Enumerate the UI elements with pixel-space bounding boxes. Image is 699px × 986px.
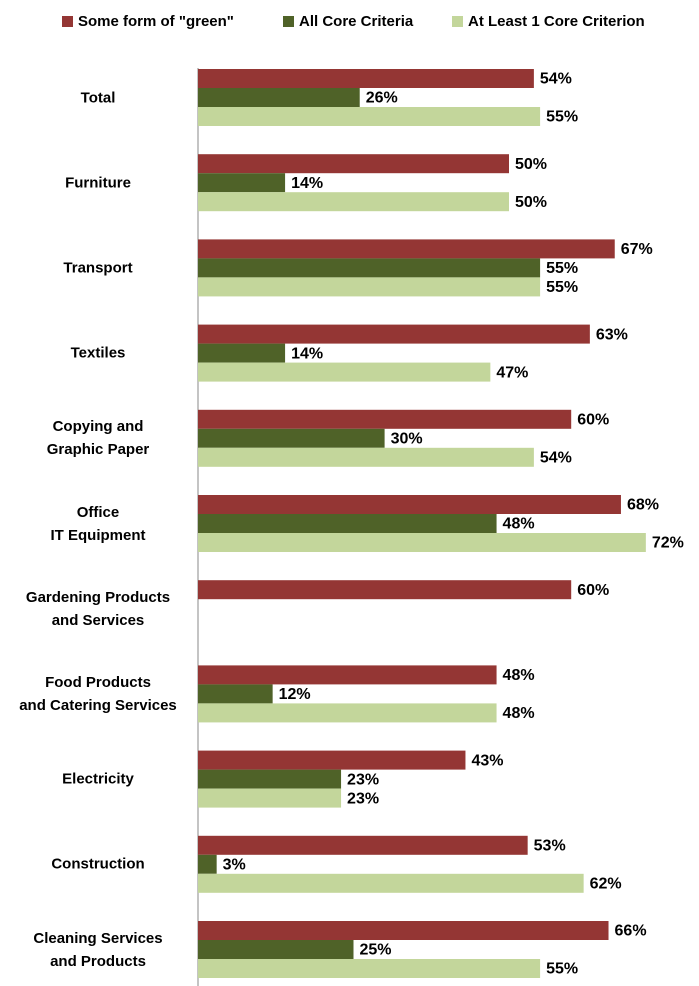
value-label: 60% [577,582,609,599]
value-label: 60% [577,412,609,429]
bar [198,533,646,552]
bar [198,665,497,685]
value-label: 63% [596,326,628,343]
bar [198,362,491,382]
bar [198,192,509,212]
bar [198,684,273,704]
value-label: 72% [652,535,684,552]
value-label: 62% [590,876,622,893]
category-label: Construction [51,855,145,873]
value-label: 12% [279,686,311,703]
bar [198,514,497,533]
bar [198,239,615,259]
legend-label: At Least 1 Core Criterion [468,13,645,30]
bar [198,173,286,193]
bar [198,277,541,297]
legend-label: Some form of "green" [78,13,234,30]
value-label: 50% [515,156,547,173]
bar [198,258,541,278]
category-label: Total [80,89,116,106]
bar [198,580,572,600]
value-label: 50% [515,194,547,211]
value-label: 55% [546,279,578,296]
bar [198,107,541,126]
bar [198,873,584,893]
category-label: Electricity [62,770,134,788]
value-label: 30% [391,431,423,448]
bar [198,409,572,429]
bar [198,154,509,174]
category-label: Office IT Equipment [50,503,146,544]
bar [198,835,528,855]
value-label: 14% [291,175,323,192]
value-label: 47% [496,364,528,381]
legend-label: All Core Criteria [299,13,414,30]
bar [198,88,360,107]
value-label: 54% [540,450,572,467]
value-label: 14% [291,345,323,362]
category-label: Textiles [70,344,126,362]
value-label: 66% [615,923,647,940]
category-label: Copying and Graphic Paper [46,418,150,459]
bar [198,447,534,467]
category-label: Cleaning Services and Products [33,929,163,970]
category-label: Transport [63,259,133,277]
value-label: 26% [366,90,398,107]
value-label: 55% [546,260,578,277]
legend-swatch [452,16,463,27]
bar [198,428,385,448]
value-label: 53% [534,838,566,855]
bar [198,769,342,789]
bar [198,750,466,770]
bar [198,788,342,808]
bar [198,921,609,940]
value-label: 23% [347,790,379,807]
bar [198,324,590,344]
value-label: 68% [627,497,659,514]
value-label: 67% [621,241,653,258]
category-label: Furniture [65,174,131,192]
value-label: 48% [503,705,535,722]
bar [198,495,621,514]
value-label: 48% [503,667,535,684]
category-label: Food Products and Catering Services [19,673,177,714]
legend-swatch [283,16,294,27]
value-label: 48% [503,516,535,533]
value-label: 25% [360,942,392,959]
value-label: 55% [546,109,578,126]
bar [198,343,286,363]
bar [198,69,534,88]
value-label: 43% [471,752,503,769]
bar [198,940,354,959]
value-label: 23% [347,771,379,788]
bar [198,959,541,978]
value-label: 55% [546,961,578,978]
value-label: 3% [223,857,246,874]
bar [198,703,497,723]
value-label: 54% [540,71,572,88]
category-label: Gardening Products and Services [25,588,171,629]
legend-swatch [62,16,73,27]
bar [198,854,217,874]
